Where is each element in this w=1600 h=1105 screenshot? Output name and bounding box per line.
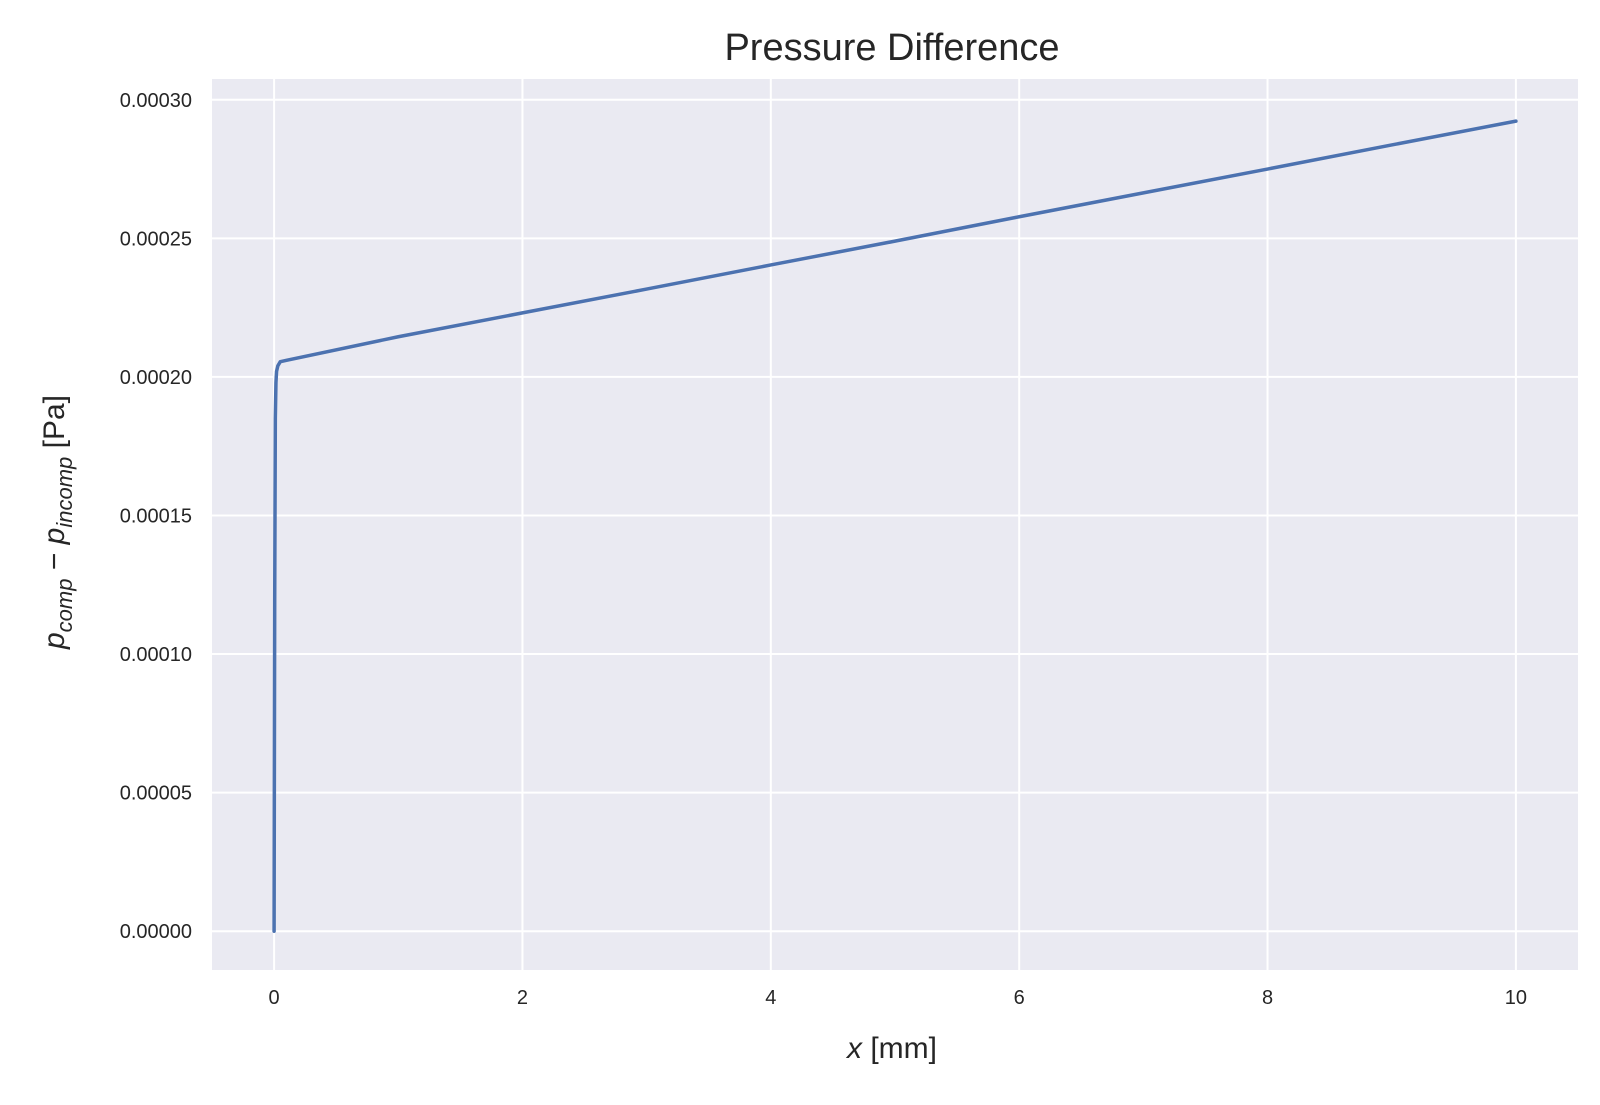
x-tick-label: 6	[1014, 987, 1025, 1009]
y-tick-label: 0.00015	[120, 505, 192, 527]
y-tick-label: 0.00020	[120, 367, 192, 389]
x-tick-label: 4	[765, 987, 776, 1009]
y-tick-label: 0.00010	[120, 644, 192, 666]
x-axis-label-unit: [mm]	[862, 1032, 937, 1065]
y-axis-label-minus: −	[38, 544, 71, 578]
y-tick-label: 0.00005	[120, 783, 192, 805]
grid-lines	[212, 79, 1578, 970]
y-tick-label: 0.00030	[120, 90, 192, 112]
x-tick-label: 2	[517, 987, 528, 1009]
x-tick-label: 10	[1505, 987, 1527, 1009]
x-tick-label: 8	[1262, 987, 1273, 1009]
series-layer	[272, 119, 1518, 933]
y-axis-label-unit: [Pa]	[38, 395, 71, 457]
y-tick-label: 0.00000	[120, 921, 192, 943]
x-axis-label-variable: x	[845, 1032, 863, 1065]
y-axis-label-sub1: comp	[52, 579, 77, 633]
chart-title: Pressure Difference	[724, 27, 1059, 69]
y-axis-label-p2: p	[38, 528, 71, 546]
plot-area	[212, 79, 1578, 970]
x-axis-label: x [mm]	[845, 1032, 937, 1065]
y-tick-labels: 0.00000 0.00005 0.00010 0.00015 0.00020 0.000…	[120, 90, 192, 943]
x-tick-label: 0	[269, 987, 280, 1009]
x-tick-labels: 0 2 4 6 8 10	[269, 987, 1528, 1009]
y-tick-label: 0.00025	[120, 228, 192, 250]
y-axis-label-sub2: incomp	[52, 457, 77, 528]
y-axis-label-p1: p	[38, 632, 71, 650]
y-axis-label: pcomp − pincomp [Pa]	[38, 395, 77, 650]
series-line	[272, 119, 1518, 933]
